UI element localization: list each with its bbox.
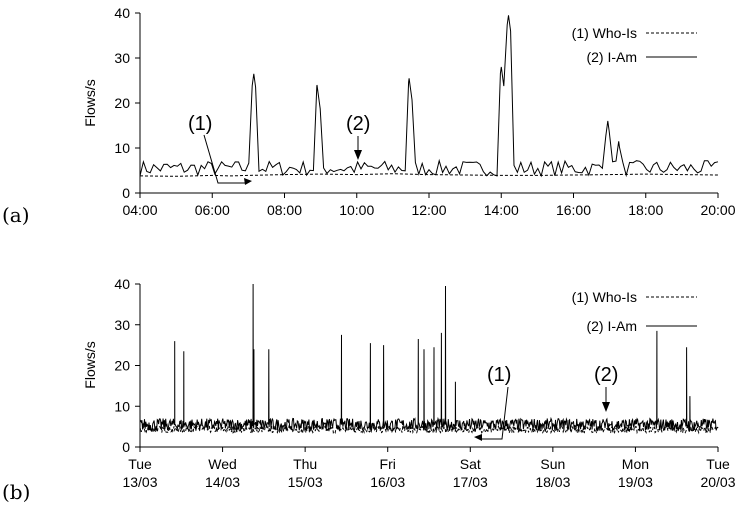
- panel-a-legend-who-is: (1) Who-Is: [572, 25, 637, 41]
- panel-b-x-tick-day: Sun: [540, 456, 565, 472]
- panel-b-ylabel: Flows/s: [82, 341, 98, 388]
- panel-b-y-tick-label: 0: [122, 439, 130, 455]
- panel-b-x-tick-date: 18/03: [535, 474, 570, 490]
- panel-a-y-tick-label: 40: [114, 5, 130, 21]
- panel-b-x-tick-day: Tue: [706, 456, 730, 472]
- panel-a-y-tick-label: 20: [114, 95, 130, 111]
- panel-b-x-tick-day: Sat: [460, 456, 481, 472]
- panel-a-legend: (1) Who-Is (2) I-Am: [572, 25, 697, 65]
- panel-b-label: (b): [2, 480, 30, 504]
- panel-b-x-tick-day: Mon: [622, 456, 649, 472]
- panel-a-x-tick-label: 14:00: [484, 202, 519, 218]
- panel-a-y-tick-label: 10: [114, 140, 130, 156]
- panel-a-x-tick-label: 10:00: [339, 202, 374, 218]
- panel-b-x-tick-date: 15/03: [288, 474, 323, 490]
- panel-a-label: (a): [2, 203, 30, 227]
- panel-b-x-tick-date: 17/03: [453, 474, 488, 490]
- panel-a-annotation-1-pointer: [203, 134, 246, 184]
- panel-b-y-tick-label: 20: [114, 358, 130, 374]
- panel-a-series-i-am-line: [139, 15, 719, 178]
- panel-b-x-tick-day: Tue: [128, 456, 152, 472]
- panel-a-y-tick-label: 0: [122, 185, 130, 201]
- panel-a-annotation-1-arrowhead: [244, 178, 252, 185]
- panel-b-x-tick-date: 14/03: [205, 474, 240, 490]
- panel-a-series-who-is-line: [139, 173, 719, 177]
- panel-a-x-tick-label: 08:00: [267, 202, 302, 218]
- panel-b-legend-who-is: (1) Who-Is: [572, 289, 637, 305]
- panel-b-y-tick-label: 40: [114, 276, 130, 292]
- panel-b-series-i-am-line: [139, 283, 719, 433]
- panel-b-annotation-1-pointer: [480, 386, 509, 440]
- panel-b-x-tick-day: Fri: [380, 456, 396, 472]
- panel-a-ylabel: Flows/s: [82, 79, 98, 126]
- panel-a: (a) Flows/s 0 10 20 30 40 04:00 06:00 08:00 10:…: [2, 5, 736, 227]
- panel-b-x-tick-date: 20/03: [700, 474, 735, 490]
- panel-a-annotation-1: (1): [188, 113, 212, 135]
- panel-b: (b) Flows/s 0 10 20 30 40 Tue 13/03 Wed 14/03 Th…: [2, 276, 736, 504]
- panel-b-y-tick-label: 30: [114, 317, 130, 333]
- panel-b-x-tick-day: Thu: [293, 456, 317, 472]
- panel-b-annotation-2-arrowhead: [602, 402, 610, 412]
- panel-a-x-tick-label: 04:00: [122, 202, 157, 218]
- panel-a-x-tick-label: 18:00: [628, 202, 663, 218]
- panel-a-x-tick-label: 16:00: [556, 202, 591, 218]
- panel-b-annotation-1: (1): [487, 364, 511, 386]
- panel-b-x-tick-day: Wed: [208, 456, 237, 472]
- panel-b-annotation-1-arrowhead: [474, 434, 482, 441]
- panel-a-annotation-2: (2): [346, 113, 370, 135]
- panel-a-legend-i-am: (2) I-Am: [586, 49, 637, 65]
- panel-a-x-tick-label: 06:00: [195, 202, 230, 218]
- panel-a-y-tick-label: 30: [114, 50, 130, 66]
- panel-b-annotation-2: (2): [594, 364, 618, 386]
- panel-a-x-tick-label: 12:00: [411, 202, 446, 218]
- panel-b-x-tick-date: 19/03: [618, 474, 653, 490]
- panel-b-x-tick-date: 13/03: [122, 474, 157, 490]
- panel-b-x-tick-date: 16/03: [370, 474, 405, 490]
- panel-a-x-tick-label: 20:00: [700, 202, 735, 218]
- panel-b-legend-i-am: (2) I-Am: [586, 318, 637, 334]
- panel-b-y-tick-label: 10: [114, 398, 130, 414]
- panel-b-legend: (1) Who-Is (2) I-Am: [572, 289, 697, 334]
- panel-a-annotation-2-arrowhead: [354, 150, 362, 160]
